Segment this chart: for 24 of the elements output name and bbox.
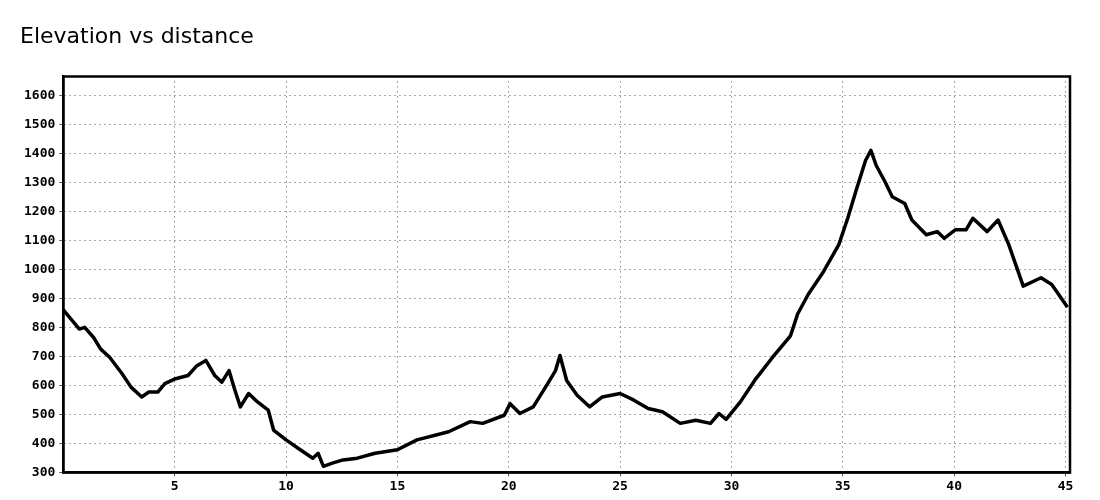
y-tick-label: 400 (31, 434, 56, 450)
y-tick-label: 1000 (23, 260, 56, 276)
y-tick-label: 1400 (23, 144, 56, 160)
y-tick-label: 1500 (23, 115, 56, 131)
y-tick-label: 900 (31, 289, 56, 305)
y-tick-label: 700 (31, 347, 56, 363)
x-tick-label: 30 (723, 477, 740, 493)
y-tick-label: 1100 (23, 231, 56, 247)
y-tick-label: 1300 (23, 173, 56, 189)
y-tick-label: 500 (31, 405, 56, 421)
x-tick-label: 25 (612, 477, 628, 493)
x-tick-label: 5 (170, 477, 179, 493)
y-tick-label: 600 (31, 376, 56, 392)
y-tick-label: 1600 (23, 86, 56, 102)
y-tick-label: 300 (31, 463, 56, 479)
y-tick-label: 800 (31, 318, 56, 334)
x-tick-label: 45 (1057, 477, 1074, 493)
x-tick-label: 20 (500, 477, 517, 493)
x-tick-label: 35 (835, 477, 851, 493)
x-tick-label: 10 (278, 477, 295, 493)
x-tick-label: 40 (946, 477, 963, 493)
chart-title: Elevation vs distance (20, 22, 254, 48)
x-tick-label: 15 (389, 477, 406, 493)
y-tick-label: 1200 (23, 202, 56, 218)
